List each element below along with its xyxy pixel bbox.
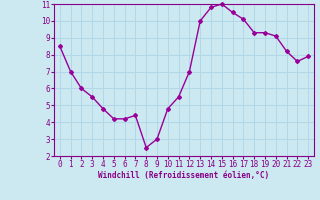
- X-axis label: Windchill (Refroidissement éolien,°C): Windchill (Refroidissement éolien,°C): [99, 171, 269, 180]
